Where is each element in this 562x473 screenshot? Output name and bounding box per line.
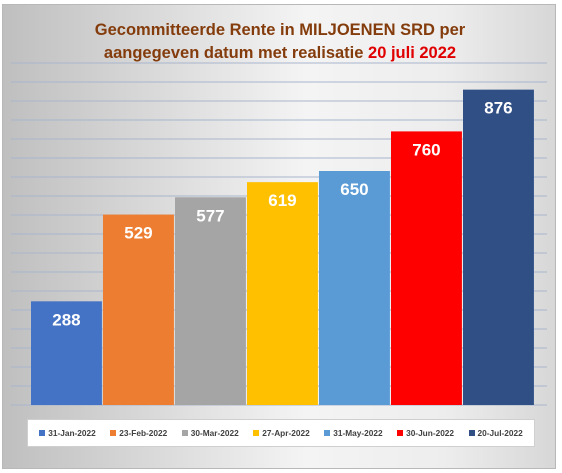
data-label-23-Feb-2022: 529 (124, 224, 152, 243)
legend-swatch (39, 430, 46, 436)
legend-swatch (324, 430, 331, 436)
chart-frame: Gecommitteerde Rente in MILJOENEN SRD pe… (2, 4, 556, 469)
bar-30-Mar-2022 (175, 197, 246, 405)
legend-entry: 23-Feb-2022 (110, 428, 167, 438)
legend-entry: 27-Apr-2022 (253, 428, 310, 438)
chart-title: Gecommitteerde Rente in MILJOENEN SRD pe… (3, 19, 557, 65)
bar-31-May-2022 (319, 171, 390, 405)
data-label-30-Jun-2022: 760 (412, 140, 440, 159)
legend-swatch (468, 430, 475, 436)
chart-title-date: 20 juli 2022 (368, 44, 457, 62)
data-label-20-Jul-2022: 876 (484, 99, 512, 118)
legend-swatch (253, 430, 260, 436)
legend-entry: 20-Jul-2022 (468, 428, 523, 438)
legend: 31-Jan-2022 23-Feb-2022 30-Mar-2022 27-Apr-… (27, 419, 535, 447)
legend-swatch (397, 430, 404, 436)
legend-label: 20-Jul-2022 (477, 428, 523, 438)
data-label-30-Mar-2022: 577 (196, 206, 224, 225)
bars (31, 89, 534, 405)
legend-entry: 30-Jun-2022 (397, 428, 454, 438)
chart-title-line2-text: aangegeven datum met realisatie (103, 44, 369, 62)
plot-area: 288 529 577 619 650 760 876 (11, 62, 547, 406)
data-label-31-Jan-2022: 288 (52, 310, 80, 329)
bar-27-Apr-2022 (247, 182, 318, 405)
legend-label: 27-Apr-2022 (262, 428, 310, 438)
bar-30-Jun-2022 (391, 131, 462, 405)
chart-title-line1: Gecommitteerde Rente in MILJOENEN SRD pe… (94, 21, 466, 39)
data-label-27-Apr-2022: 619 (268, 191, 296, 210)
bar-23-Feb-2022 (103, 214, 174, 405)
legend-swatch (110, 430, 117, 436)
legend-entry: 31-Jan-2022 (39, 428, 96, 438)
legend-label: 31-May-2022 (333, 428, 383, 438)
chart-title-line2: aangegeven datum met realisatie 20 juli … (3, 42, 557, 65)
bar-20-Jul-2022 (463, 89, 534, 405)
data-label-31-May-2022: 650 (340, 180, 368, 199)
legend-label: 31-Jan-2022 (48, 428, 96, 438)
legend-label: 30-Jun-2022 (406, 428, 455, 438)
legend-swatch (181, 430, 188, 436)
legend-label: 23-Feb-2022 (119, 428, 168, 438)
data-labels: 288 529 577 619 650 760 876 (52, 99, 512, 330)
bar-31-Jan-2022 (31, 301, 102, 405)
legend-entry: 30-Mar-2022 (181, 428, 239, 438)
legend-entry: 31-May-2022 (324, 428, 383, 438)
legend-label: 30-Mar-2022 (190, 428, 239, 438)
